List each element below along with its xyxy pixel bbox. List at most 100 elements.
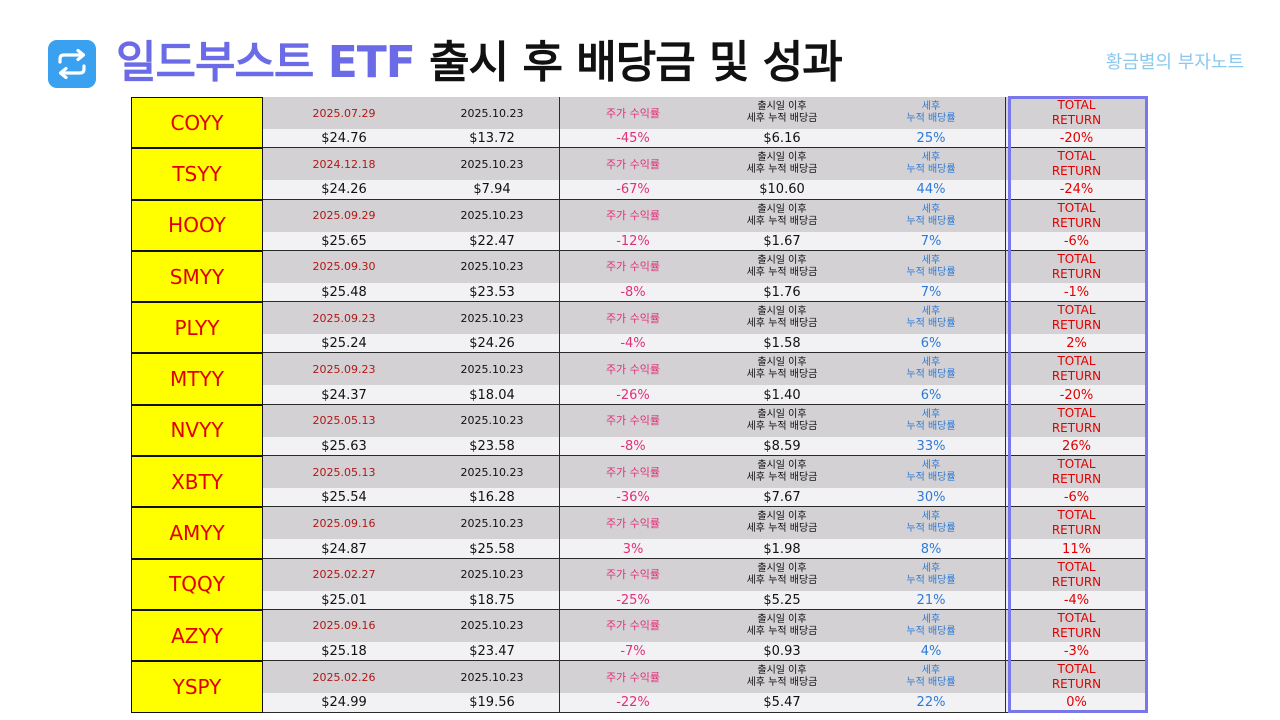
repeat-icon [48, 40, 96, 88]
yield-value: 8% [920, 541, 942, 557]
row-band-bottom [263, 385, 1148, 405]
title-rest: 출시 후 배당금 및 성과 [414, 37, 843, 88]
launch-price: $24.99 [321, 695, 367, 711]
total-return-label-line2: RETURN [1051, 472, 1102, 487]
row-band-bottom [263, 590, 1148, 610]
row-band-bottom [263, 488, 1148, 508]
total-return-label-line2: RETURN [1051, 164, 1102, 179]
row-band-top [263, 250, 1148, 283]
ticker-cell: XBTY [131, 456, 263, 508]
total-return-value: -4% [1063, 592, 1090, 608]
yield-label-line1: 세후 [921, 152, 941, 164]
table-row: AZYY 2025.09.16 2025.10.23 주가 수익률 출시일 이후… [131, 609, 1148, 662]
dividend-label-line2: 세후 누적 배당금 [746, 472, 818, 484]
yield-label-line1: 세후 [921, 665, 941, 677]
total-return-label-line2: RETURN [1051, 318, 1102, 333]
total-return-label-line1: TOTAL [1057, 610, 1096, 625]
table-row: TSYY 2024.12.18 2025.10.23 주가 수익률 출시일 이후… [131, 148, 1148, 200]
price-return-value: -4% [620, 336, 646, 352]
column-divider [1005, 199, 1006, 251]
yield-label-line2: 누적 배당률 [906, 574, 956, 586]
total-return-label: TOTAL RETURN [1005, 148, 1148, 180]
column-divider [559, 456, 560, 508]
row-band-bottom [263, 436, 1148, 457]
current-price: $18.04 [469, 387, 515, 403]
price-return-value: -45% [616, 131, 650, 147]
total-return-label: TOTAL RETURN [1005, 97, 1148, 129]
current-price: $22.47 [469, 233, 515, 249]
row-band-bottom [263, 693, 1148, 713]
price-return-value: -7% [620, 644, 646, 660]
dividend-value: $8.59 [763, 438, 801, 454]
column-divider [559, 199, 560, 251]
column-divider [559, 507, 560, 559]
dividend-label: 출시일 이후 세후 누적 배당금 [707, 148, 857, 180]
price-return-label: 주가 수익률 [605, 414, 661, 428]
dividend-label-line2: 세후 누적 배당금 [746, 625, 818, 637]
current-date: 2025.10.23 [460, 465, 524, 479]
yield-label-line2: 누적 배당률 [906, 677, 956, 689]
current-price: $23.53 [469, 285, 515, 301]
dividend-value: $5.47 [763, 695, 801, 711]
price-return-value: -36% [616, 490, 650, 506]
total-return-value: -20% [1059, 387, 1094, 403]
yield-value: 7% [920, 285, 942, 301]
dividend-label: 출시일 이후 세후 누적 배당금 [707, 97, 857, 129]
ticker-cell: SMYY [131, 250, 263, 303]
dividend-value: $1.98 [763, 541, 801, 557]
price-return-label: 주가 수익률 [605, 106, 661, 120]
launch-price: $25.01 [321, 592, 367, 608]
dividend-label-line1: 출시일 이후 [757, 665, 807, 677]
current-date: 2025.10.23 [460, 157, 524, 171]
row-band-bottom [263, 282, 1148, 303]
total-return-label-line2: RETURN [1051, 574, 1102, 589]
yield-label-line1: 세후 [921, 306, 941, 318]
ticker-cell: YSPY [131, 661, 263, 713]
launch-date: 2025.02.27 [312, 568, 376, 582]
price-return-label: 주가 수익률 [605, 670, 661, 684]
dividend-label: 출시일 이후 세후 누적 배당금 [707, 251, 857, 283]
yield-value: 7% [920, 233, 942, 249]
current-price: $13.72 [469, 131, 515, 147]
launch-date: 2025.09.16 [312, 619, 376, 633]
launch-price: $25.63 [321, 438, 367, 454]
current-date: 2025.10.23 [460, 568, 524, 582]
total-return-label: TOTAL RETURN [1005, 559, 1148, 591]
yield-value: 6% [920, 336, 942, 352]
row-band-top [263, 199, 1148, 232]
total-return-label-line1: TOTAL [1057, 508, 1096, 523]
current-date: 2025.10.23 [460, 516, 524, 530]
ticker-cell: AMYY [131, 507, 263, 559]
price-return-value: -8% [620, 438, 646, 454]
yield-value: 6% [920, 387, 942, 403]
yield-label-line1: 세후 [921, 613, 941, 625]
table-row: AMYY 2025.09.16 2025.10.23 주가 수익률 출시일 이후… [131, 507, 1148, 559]
dividend-label-line2: 세후 누적 배당금 [746, 113, 818, 124]
total-return-label-line1: TOTAL [1057, 149, 1096, 164]
dividend-label: 출시일 이후 세후 누적 배당금 [707, 559, 857, 591]
yield-label-line2: 누적 배당률 [906, 215, 956, 227]
launch-date: 2025.09.23 [312, 362, 376, 376]
current-price: $25.58 [469, 541, 515, 557]
dividend-label: 출시일 이후 세후 누적 배당금 [707, 405, 857, 437]
launch-date: 2025.05.13 [312, 414, 376, 428]
dividend-label-line1: 출시일 이후 [757, 357, 807, 369]
row-band-top [263, 302, 1148, 335]
total-return-label-line1: TOTAL [1057, 457, 1096, 472]
price-return-value: -26% [616, 387, 650, 403]
column-divider [559, 250, 560, 303]
yield-value: 4% [920, 644, 942, 660]
yield-label: 세후 누적 배당률 [857, 456, 1005, 488]
dividend-value: $0.93 [763, 644, 801, 660]
price-return-value: -8% [620, 285, 646, 301]
price-return-label: 주가 수익률 [605, 157, 661, 171]
dividend-label: 출시일 이후 세후 누적 배당금 [707, 456, 857, 488]
total-return-label-line2: RETURN [1051, 420, 1102, 435]
launch-price: $25.24 [321, 336, 367, 352]
total-return-value: 2% [1066, 336, 1087, 352]
column-divider [1005, 97, 1006, 149]
current-date: 2025.10.23 [460, 260, 524, 274]
dividend-value: $5.25 [763, 592, 801, 608]
column-divider [1005, 353, 1006, 405]
price-return-label: 주가 수익률 [605, 516, 661, 530]
